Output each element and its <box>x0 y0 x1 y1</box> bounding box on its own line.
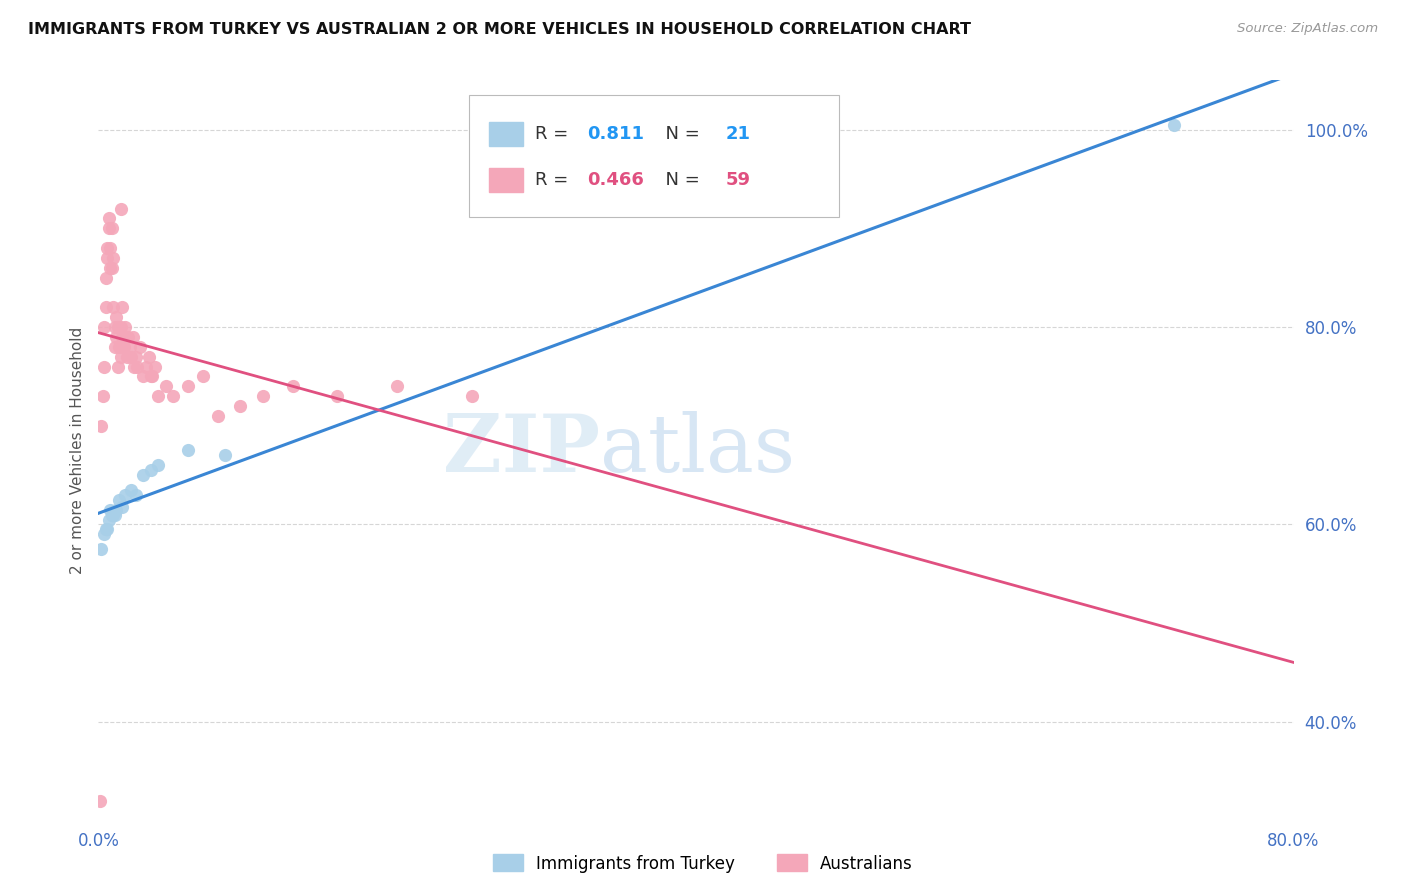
Point <box>97 512 120 526</box>
Point <box>101 260 124 275</box>
Point <box>96 523 118 537</box>
Point <box>105 502 128 516</box>
Point <box>111 330 134 344</box>
Point <box>94 301 117 315</box>
Text: IMMIGRANTS FROM TURKEY VS AUSTRALIAN 2 OR MORE VEHICLES IN HOUSEHOLD CORRELATION: IMMIGRANTS FROM TURKEY VS AUSTRALIAN 2 O… <box>28 22 972 37</box>
Point <box>120 350 142 364</box>
Point <box>91 389 114 403</box>
Point <box>97 211 120 226</box>
Point <box>127 359 149 374</box>
Point <box>138 350 160 364</box>
Point <box>103 508 125 522</box>
Point <box>148 389 170 403</box>
Point <box>110 320 132 334</box>
Point <box>385 379 409 393</box>
Point <box>96 251 118 265</box>
Point <box>114 488 136 502</box>
Point <box>281 379 304 393</box>
Point <box>98 241 122 255</box>
Point <box>141 369 163 384</box>
Point <box>103 251 125 265</box>
Point <box>461 389 484 403</box>
Point <box>114 330 136 344</box>
Y-axis label: 2 or more Vehicles in Household: 2 or more Vehicles in Household <box>69 326 84 574</box>
Point <box>93 527 115 541</box>
Point <box>214 449 236 463</box>
Bar <box>489 169 523 192</box>
Point <box>115 350 138 364</box>
Point <box>112 340 135 354</box>
Point <box>135 359 157 374</box>
Point <box>114 320 136 334</box>
Point <box>132 369 155 384</box>
Text: 0.811: 0.811 <box>588 126 644 144</box>
Point <box>93 359 115 374</box>
Bar <box>489 122 523 146</box>
Point <box>117 330 139 344</box>
Point <box>139 463 162 477</box>
Point <box>326 389 349 403</box>
Text: ZIP: ZIP <box>443 411 600 490</box>
Point <box>148 458 170 473</box>
Point <box>105 310 128 325</box>
Point <box>162 389 184 403</box>
Point <box>98 260 122 275</box>
Point <box>1163 118 1185 132</box>
Point <box>108 492 131 507</box>
Point <box>118 340 141 354</box>
Point <box>97 221 120 235</box>
Legend: Immigrants from Turkey, Australians: Immigrants from Turkey, Australians <box>486 847 920 880</box>
Point <box>90 418 112 433</box>
Point <box>101 221 124 235</box>
Point <box>207 409 229 423</box>
Text: N =: N = <box>654 126 706 144</box>
Text: 59: 59 <box>725 171 751 189</box>
Point <box>132 468 155 483</box>
Text: atlas: atlas <box>600 411 796 490</box>
Point <box>229 399 252 413</box>
Text: Source: ZipAtlas.com: Source: ZipAtlas.com <box>1237 22 1378 36</box>
Point <box>191 369 214 384</box>
Text: R =: R = <box>534 171 574 189</box>
Text: R =: R = <box>534 126 574 144</box>
Point <box>111 500 134 514</box>
Point <box>104 320 127 334</box>
Point <box>177 443 200 458</box>
Point <box>125 350 148 364</box>
Point <box>103 301 125 315</box>
Point <box>89 794 111 808</box>
Point <box>111 301 134 315</box>
Point <box>107 359 129 374</box>
Point <box>101 508 124 522</box>
Point <box>129 340 152 354</box>
Point <box>104 340 127 354</box>
Point <box>107 320 129 334</box>
Text: 0.466: 0.466 <box>588 171 644 189</box>
Point <box>105 330 128 344</box>
Point <box>143 359 166 374</box>
Point <box>98 502 122 516</box>
Point <box>104 508 127 522</box>
Point <box>155 379 177 393</box>
Point <box>121 330 143 344</box>
Point <box>93 320 115 334</box>
Text: 21: 21 <box>725 126 751 144</box>
Point <box>96 241 118 255</box>
Point <box>124 359 146 374</box>
Point <box>90 542 112 557</box>
Point <box>108 340 131 354</box>
Point <box>177 379 200 393</box>
Point <box>110 350 132 364</box>
FancyBboxPatch shape <box>470 95 839 218</box>
Point <box>139 369 162 384</box>
Point <box>120 483 142 497</box>
Point <box>252 389 274 403</box>
Text: N =: N = <box>654 171 706 189</box>
Point <box>94 270 117 285</box>
Point <box>110 202 132 216</box>
Point <box>94 523 117 537</box>
Point <box>125 488 148 502</box>
